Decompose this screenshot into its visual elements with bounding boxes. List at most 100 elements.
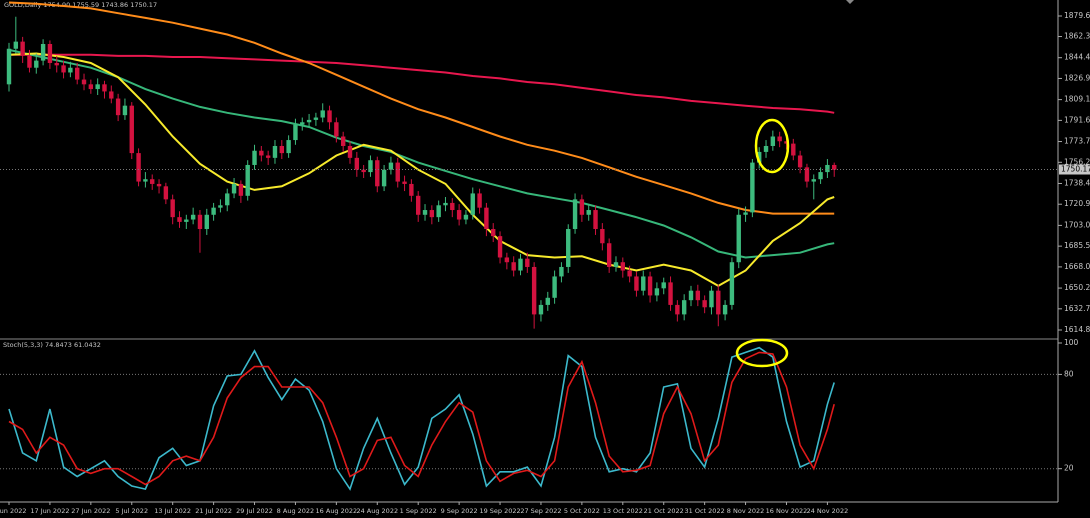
candle-body: [61, 65, 66, 73]
y-tick-label: 1685.55: [1064, 241, 1090, 250]
candle-body: [832, 164, 837, 170]
oscillator-line: [8, 351, 835, 486]
candle-body: [286, 140, 291, 154]
y-tick-label: 1668.05: [1064, 262, 1090, 271]
candle-body: [484, 207, 489, 230]
x-tick-label: 1 Sep 2022: [400, 507, 437, 515]
candle-body: [27, 55, 32, 68]
candle-body: [231, 183, 237, 194]
candle-body: [804, 167, 810, 182]
candle-body: [491, 229, 496, 237]
y-tick-label: 1614.85: [1064, 325, 1090, 334]
candle-body: [429, 210, 435, 218]
x-tick-label: 8 Aug 2022: [277, 507, 315, 515]
candle-body: [634, 276, 639, 291]
candle-body: [743, 212, 748, 215]
candle-body: [797, 155, 803, 168]
y-tick-label: 20: [1064, 464, 1074, 473]
y-tick-label: 1738.40: [1064, 178, 1090, 187]
candle-body: [661, 282, 666, 289]
candle-body: [463, 214, 469, 220]
x-tick-label: 19 Sep 2022: [479, 507, 520, 515]
candle-body: [102, 84, 107, 92]
candle-body: [279, 145, 284, 154]
candle-body: [709, 290, 714, 308]
candle-body: [729, 262, 735, 305]
candle-body: [47, 43, 53, 63]
indicator-title: Stoch(5,3,3) 74.8473 61.0432: [3, 341, 101, 349]
candle-body: [716, 290, 721, 315]
candle-body: [334, 122, 339, 137]
x-tick-label: 17 Jun 2022: [30, 507, 69, 515]
candle-body: [538, 304, 544, 315]
y-tick-label: 1826.95: [1064, 73, 1090, 82]
candle-body: [306, 119, 312, 123]
candle-body: [218, 205, 223, 208]
candle-body: [559, 266, 564, 277]
candle-body: [197, 214, 203, 230]
candle-body: [109, 91, 114, 99]
candle-body: [552, 276, 557, 298]
x-tick-label: 31 Oct 2022: [685, 507, 725, 515]
candle-body: [6, 48, 12, 85]
candle-body: [122, 105, 128, 116]
candle-body: [579, 199, 585, 215]
y-tick-label: 1650.20: [1064, 283, 1090, 292]
candle-body: [531, 266, 537, 315]
candle-body: [688, 290, 694, 301]
candle-body: [361, 169, 366, 173]
x-tick-label: 8 Nov 2022: [727, 507, 765, 515]
y-tick-label: 1773.75: [1064, 137, 1090, 146]
candle-body: [190, 214, 196, 220]
candle-body: [422, 210, 428, 215]
candle-body: [95, 84, 100, 90]
candle-body: [150, 179, 155, 184]
candle-body: [327, 110, 332, 123]
candle-body: [545, 297, 550, 305]
x-tick-label: 5 Oct 2022: [564, 507, 600, 515]
candle-body: [566, 229, 571, 267]
moving-average-line: [8, 52, 835, 288]
x-tick-label: 27 Jun 2022: [71, 507, 110, 515]
candle-body: [811, 179, 816, 182]
x-tick-label: 24 Nov 2022: [807, 507, 849, 515]
moving-average-line: [8, 1, 835, 215]
y-tick-label: 1862.30: [1064, 32, 1090, 41]
candle-body: [238, 183, 244, 196]
candle-body: [654, 288, 660, 296]
candle-body: [75, 67, 80, 80]
y-tick-label: 1720.90: [1064, 199, 1090, 208]
y-tick-label: 1844.45: [1064, 53, 1090, 62]
candle-body: [470, 193, 475, 215]
y-tick-label: 1879.60: [1064, 11, 1090, 20]
candle-body: [347, 145, 353, 158]
candle-body: [88, 84, 94, 90]
shift-marker: [846, 0, 854, 4]
y-tick-label: 1791.60: [1064, 115, 1090, 124]
candle-body: [784, 141, 789, 144]
candle-body: [129, 105, 134, 154]
x-tick-label: 29 Jul 2022: [236, 507, 273, 515]
candle-body: [368, 160, 373, 173]
candle-body: [443, 202, 448, 206]
x-tick-label: 24 Aug 2022: [356, 507, 398, 515]
candle-body: [818, 172, 823, 180]
candle-body: [259, 150, 264, 156]
candle-body: [143, 179, 148, 182]
candle-body: [136, 153, 141, 182]
candle-body: [34, 60, 39, 68]
moving-average-line: [9, 53, 835, 114]
candle-body: [115, 98, 121, 116]
candle-body: [436, 205, 441, 218]
candle-body: [13, 41, 19, 49]
candle-body: [613, 262, 619, 267]
candle-body: [395, 162, 400, 182]
candle-body: [313, 117, 319, 120]
candle-body: [320, 110, 325, 118]
current-price-box: [1059, 164, 1090, 175]
x-tick-label: 13 Jul 2022: [154, 507, 191, 515]
candle-body: [300, 122, 305, 125]
candle-body: [525, 258, 530, 267]
candle-body: [695, 290, 701, 301]
